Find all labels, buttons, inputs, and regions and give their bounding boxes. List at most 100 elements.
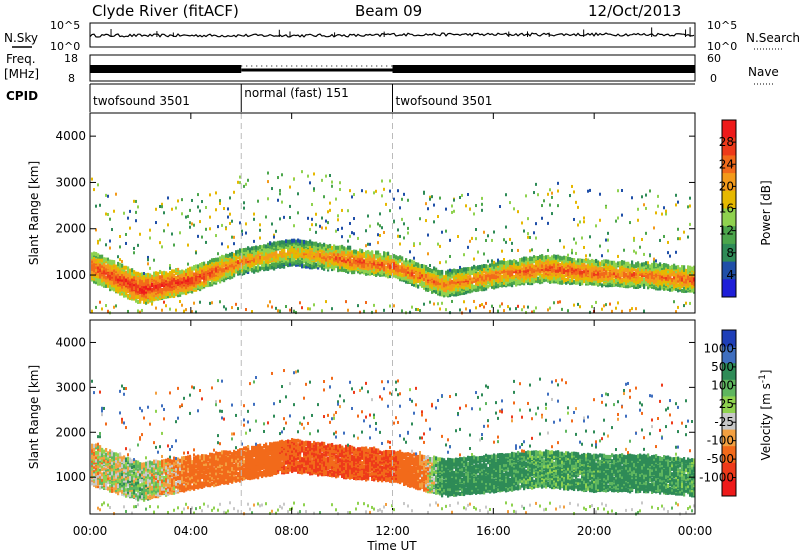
range-gate-cell — [321, 248, 324, 253]
range-gate-cell — [657, 286, 660, 291]
range-gate-cell — [415, 270, 418, 275]
range-gate-cell — [683, 289, 686, 294]
range-gate-cell — [93, 464, 96, 469]
range-gate-cell — [109, 239, 111, 243]
range-gate-cell — [525, 256, 528, 261]
range-gate-cell — [249, 258, 252, 263]
range-gate-cell — [621, 267, 624, 272]
range-gate-cell — [445, 274, 448, 279]
range-gate-cell — [337, 214, 339, 218]
range-gate-cell — [461, 278, 464, 283]
range-gate-cell — [549, 274, 552, 279]
range-gate-cell — [379, 253, 382, 258]
range-gate-cell — [205, 240, 207, 244]
range-gate-cell — [543, 255, 546, 260]
range-gate-cell — [371, 250, 374, 255]
range-gate-cell — [175, 275, 178, 280]
range-gate-cell — [563, 255, 566, 260]
range-gate-cell — [639, 263, 642, 268]
range-gate-cell — [663, 278, 666, 283]
range-gate-cell — [621, 260, 623, 264]
range-gate-cell — [673, 278, 676, 283]
range-gate-cell — [181, 290, 184, 295]
range-gate-cell — [275, 229, 277, 233]
range-gate-cell — [181, 198, 183, 202]
range-gate-cell — [377, 241, 379, 245]
range-gate-cell — [409, 259, 411, 263]
range-gate-cell — [429, 286, 432, 291]
range-gate-cell — [325, 260, 328, 265]
range-gate-cell — [427, 233, 429, 237]
range-gate-cell — [335, 256, 338, 261]
range-gate-cell — [501, 249, 503, 253]
range-gate-cell — [641, 237, 643, 241]
range-gate-cell — [673, 263, 676, 268]
range-gate-cell — [339, 259, 342, 264]
range-gate-cell — [657, 194, 659, 198]
range-gate-cell — [433, 285, 436, 290]
range-gate-cell — [279, 245, 282, 250]
range-gate-cell — [95, 277, 98, 282]
range-gate-cell — [441, 274, 444, 279]
range-gate-cell — [573, 280, 576, 285]
range-gate-cell — [633, 281, 636, 286]
range-gate-cell — [403, 275, 406, 280]
range-gate-cell — [581, 280, 584, 285]
range-gate-cell — [135, 275, 138, 280]
range-gate-cell — [281, 173, 283, 177]
range-gate-cell — [635, 262, 638, 267]
range-gate-cell — [227, 215, 229, 219]
range-gate-cell — [313, 187, 315, 191]
range-gate-cell — [485, 273, 488, 278]
range-gate-cell — [515, 263, 518, 268]
range-gate-cell — [143, 298, 146, 303]
range-gate-cell — [229, 221, 231, 225]
range-gate-cell — [263, 261, 266, 266]
range-gate-cell — [429, 300, 431, 304]
range-gate-cell — [609, 302, 611, 306]
range-gate-cell — [439, 290, 442, 295]
range-gate-cell — [179, 290, 182, 295]
range-gate-cell — [405, 279, 408, 284]
range-gate-cell — [103, 266, 106, 271]
range-gate-cell — [101, 447, 104, 452]
range-gate-cell — [577, 280, 580, 285]
range-gate-cell — [323, 263, 326, 268]
range-gate-cell — [239, 221, 241, 225]
range-gate-cell — [245, 269, 248, 274]
range-gate-cell — [149, 276, 152, 281]
range-gate-cell — [291, 257, 294, 262]
range-gate-cell — [419, 270, 422, 275]
range-gate-cell — [353, 268, 356, 273]
range-gate-cell — [111, 277, 114, 282]
range-gate-cell — [331, 262, 334, 267]
range-gate-cell — [519, 258, 522, 263]
range-gate-cell — [557, 280, 560, 285]
range-gate-cell — [573, 264, 576, 269]
range-gate-cell — [323, 255, 326, 260]
range-gate-cell — [403, 236, 405, 240]
range-gate-cell — [259, 257, 262, 262]
range-gate-cell — [665, 273, 668, 278]
range-gate-cell — [387, 252, 389, 256]
range-gate-cell — [119, 284, 122, 289]
range-gate-cell — [557, 257, 560, 262]
range-gate-cell — [425, 202, 427, 206]
range-gate-cell — [617, 271, 620, 276]
range-gate-cell — [209, 227, 211, 231]
range-gate-cell — [587, 258, 590, 263]
range-gate-cell — [245, 258, 248, 263]
range-gate-cell — [357, 269, 360, 274]
range-gate-cell — [133, 286, 136, 291]
range-gate-cell — [99, 390, 101, 394]
range-gate-cell — [197, 193, 199, 197]
range-gate-cell — [463, 274, 466, 279]
range-gate-cell — [411, 265, 414, 270]
range-gate-cell — [663, 283, 666, 288]
range-gate-cell — [187, 262, 189, 266]
range-gate-cell — [641, 262, 644, 267]
range-gate-cell — [147, 278, 150, 283]
range-gate-cell — [653, 278, 656, 283]
range-gate-cell — [247, 178, 249, 182]
range-gate-cell — [447, 288, 450, 293]
